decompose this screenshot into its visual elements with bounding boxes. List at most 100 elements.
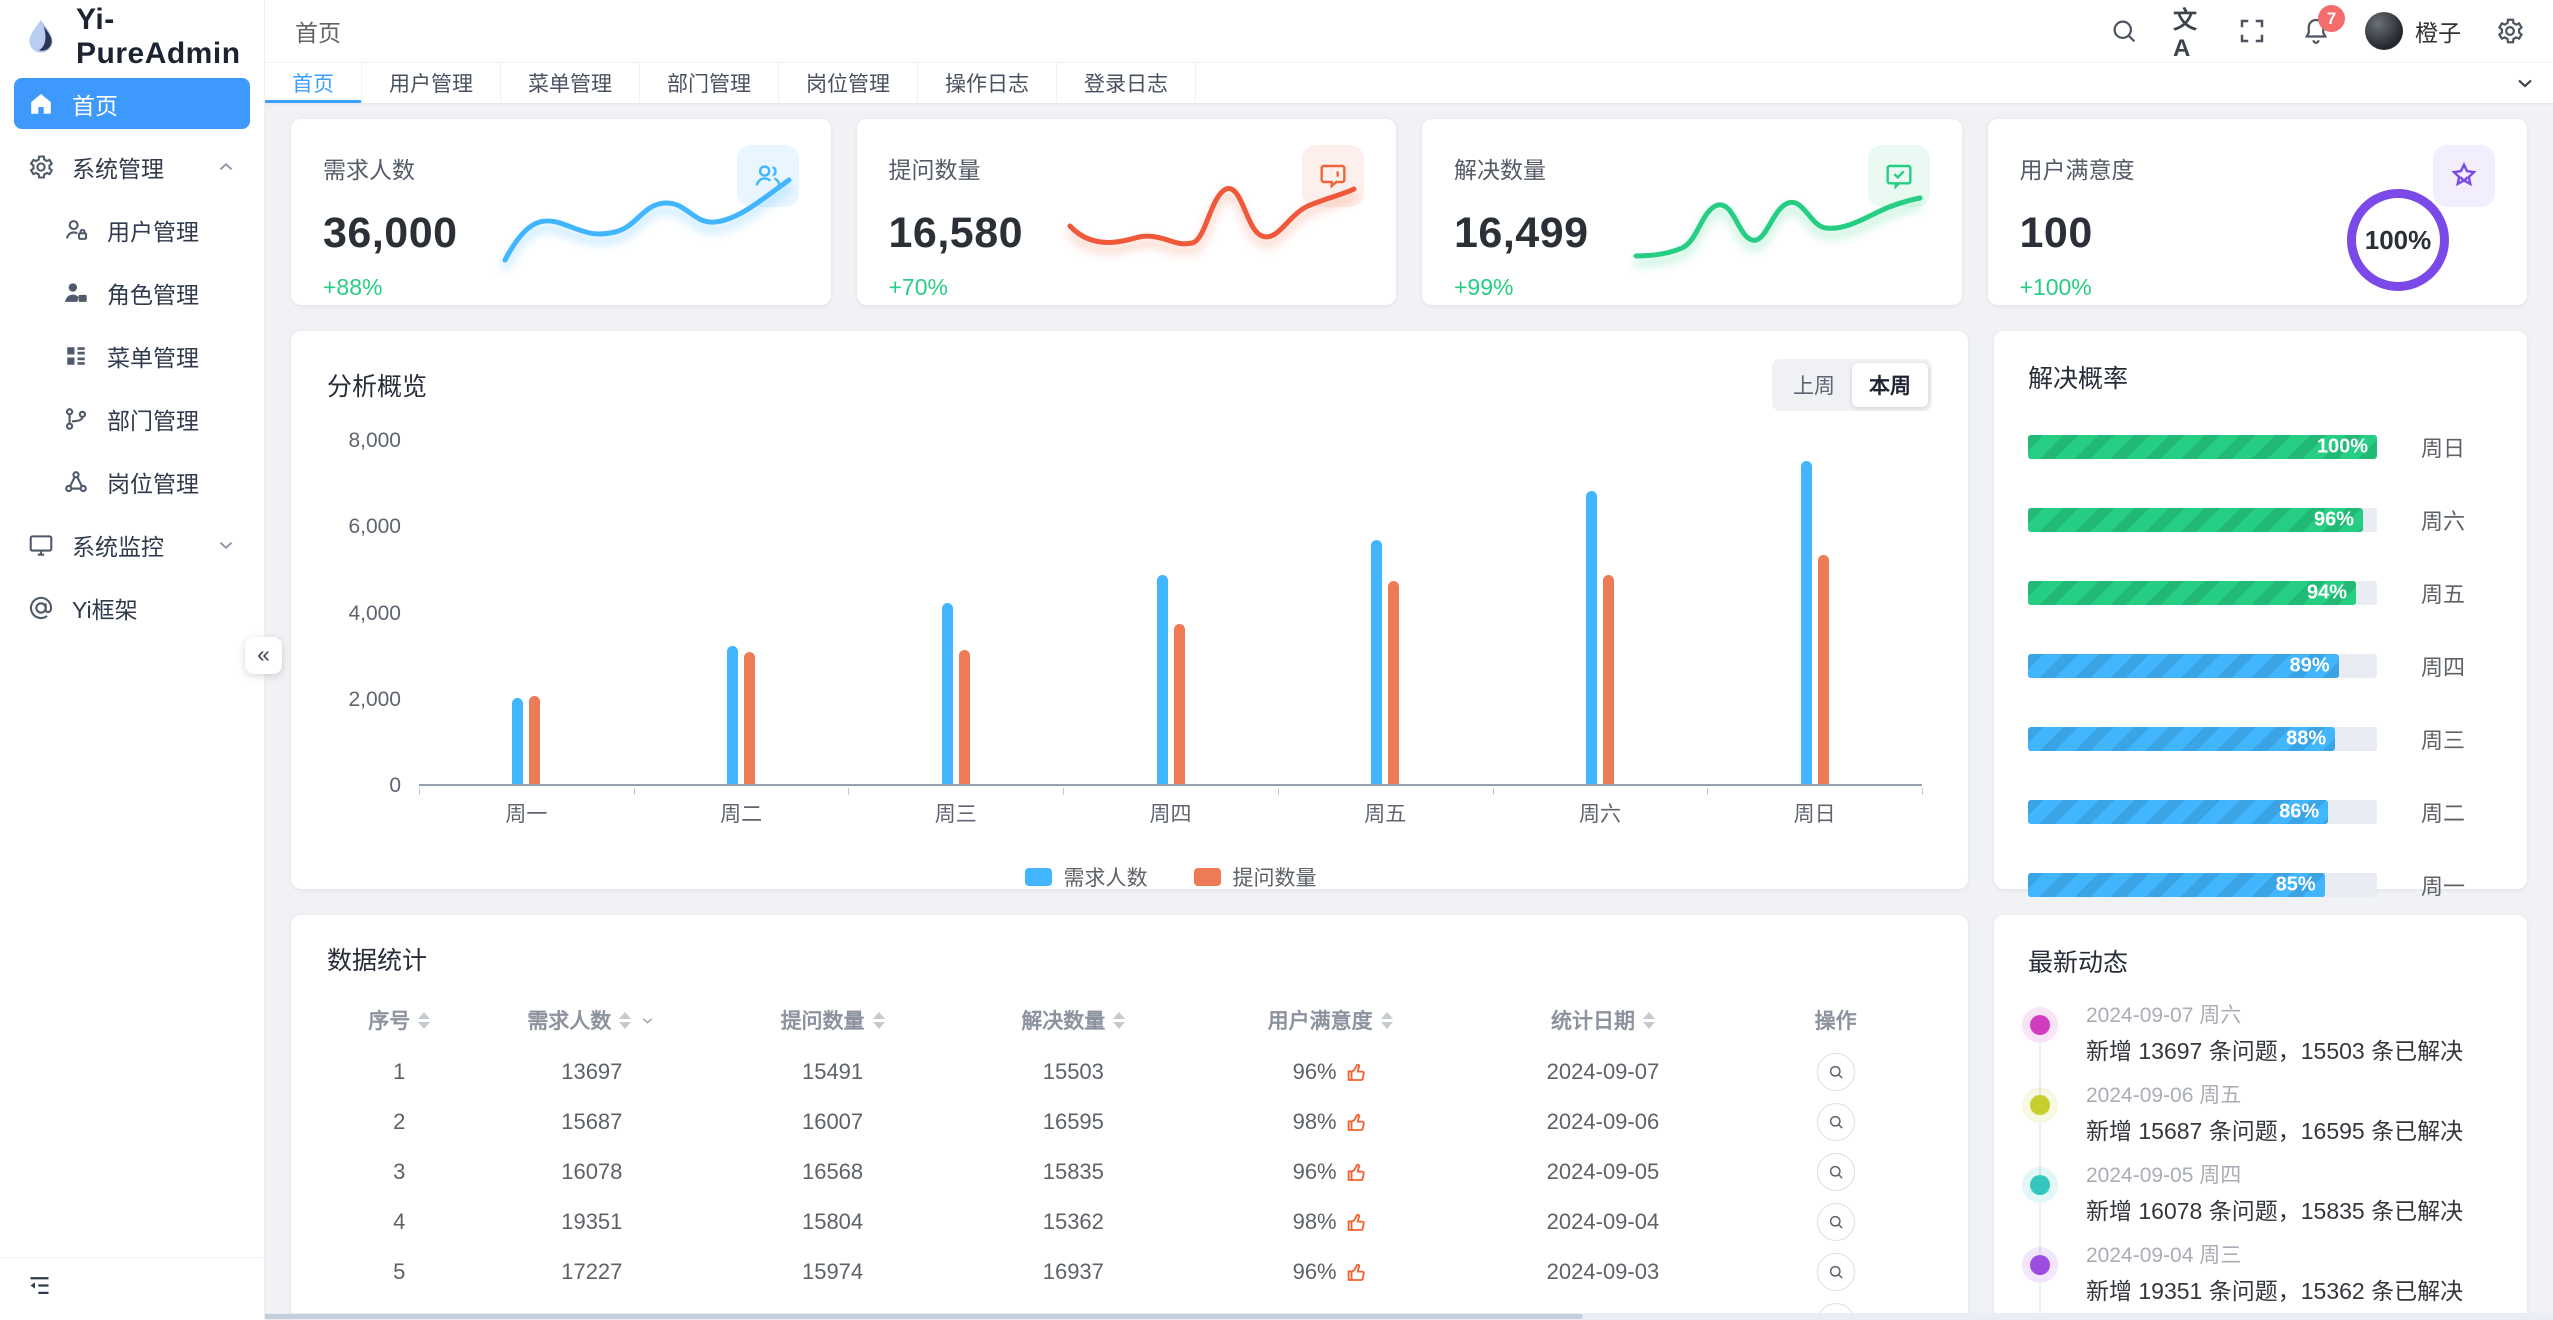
search-icon[interactable] (2109, 16, 2139, 46)
x-tick (1492, 788, 1494, 795)
legend-label: 提问数量 (1232, 867, 1317, 890)
cell-value: 2 (393, 1109, 406, 1134)
column-header-3[interactable]: 解决数量 (953, 1005, 1194, 1035)
bar-group-周二 (634, 441, 849, 784)
tab-4[interactable]: 岗位管理 (779, 63, 918, 103)
collapse-menu-icon[interactable] (26, 1272, 53, 1299)
tabs-dropdown-chevron-icon[interactable] (2497, 63, 2553, 103)
toggle-option-0[interactable]: 上周 (1793, 375, 1835, 398)
translate-icon[interactable]: 文A (2173, 6, 2197, 62)
settings-gear-icon[interactable] (2495, 16, 2525, 46)
bar-提问数量[interactable] (744, 652, 756, 784)
app-title: Yi-PureAdmin (76, 3, 241, 70)
tab-1[interactable]: 用户管理 (362, 63, 501, 103)
horizontal-scrollbar[interactable] (0, 1313, 2553, 1320)
sidebar-item-4[interactable]: 菜单管理 (14, 330, 250, 381)
tab-3[interactable]: 部门管理 (640, 63, 779, 103)
timeline-list: 2024-09-07 周六 新增 13697 条问题，15503 条已解决 2024… (2028, 1003, 2493, 1320)
view-detail-button[interactable] (1816, 1053, 1855, 1091)
x-axis-label: 周二 (720, 803, 763, 826)
sidebar-item-8[interactable]: Yi框架 (14, 582, 250, 633)
sidebar: Yi-PureAdmin 首页系统管理用户管理角色管理菜单管理部门管理岗位管理系… (0, 0, 282, 1320)
sort-caret-icon[interactable] (1380, 1011, 1393, 1029)
sidebar-item-3[interactable]: 角色管理 (14, 267, 250, 318)
sidebar-item-2[interactable]: 用户管理 (14, 204, 250, 255)
filter-chevron-icon[interactable] (639, 1012, 656, 1029)
legend-item[interactable]: 需求人数 (1024, 862, 1148, 892)
column-header-4[interactable]: 用户满意度 (1194, 1005, 1467, 1035)
notification-bell-icon[interactable]: 7 (2301, 5, 2345, 46)
cell-demand: 13697 (471, 1059, 712, 1085)
view-detail-button[interactable] (1816, 1103, 1855, 1141)
cell-operation (1739, 1153, 1932, 1191)
username: 橙子 (2415, 20, 2461, 46)
menu-manage-icon (62, 342, 90, 370)
bar-需求人数[interactable] (727, 646, 739, 784)
column-header-6: 操作 (1739, 1005, 1932, 1035)
tab-2[interactable]: 菜单管理 (501, 63, 640, 103)
tab-5[interactable]: 操作日志 (918, 63, 1057, 103)
progress-fill: 94% (2028, 581, 2357, 605)
tab-6[interactable]: 登录日志 (1057, 63, 1196, 103)
view-detail-button[interactable] (1816, 1253, 1855, 1291)
gear-icon (27, 153, 55, 181)
sidebar-item-0[interactable]: 首页 (14, 78, 250, 129)
cell-value: 13697 (561, 1059, 623, 1084)
bar-提问数量[interactable] (1817, 555, 1829, 784)
sort-caret-icon[interactable] (1642, 1011, 1655, 1029)
cell-value: 15835 (1042, 1159, 1104, 1184)
user-menu[interactable]: 橙子 (2365, 12, 2461, 50)
bar-提问数量[interactable] (1173, 624, 1185, 784)
bar-提问数量[interactable] (958, 650, 970, 784)
solve-row-周六: 96% 周六 (2028, 504, 2493, 536)
legend-item[interactable]: 提问数量 (1193, 862, 1317, 892)
scrollbar-thumb[interactable] (0, 1314, 1583, 1319)
bar-需求人数[interactable] (941, 603, 953, 784)
bar-需求人数[interactable] (1800, 461, 1812, 784)
breadcrumb[interactable]: 首页 (295, 20, 341, 46)
sidebar-item-5[interactable]: 部门管理 (14, 393, 250, 444)
bar-提问数量[interactable] (1602, 575, 1614, 784)
cell-date: 2024-09-06 (1467, 1109, 1740, 1135)
sidebar-item-6[interactable]: 岗位管理 (14, 456, 250, 507)
cell-value: 2024-09-03 (1546, 1259, 1660, 1284)
bar-提问数量[interactable] (1388, 581, 1400, 784)
sort-caret-icon[interactable] (1113, 1011, 1126, 1029)
x-axis-labels: 周一 周二 周三 周四 周五 周六 周日 (419, 798, 1922, 828)
logo[interactable]: Yi-PureAdmin (0, 0, 264, 74)
sort-caret-icon[interactable] (619, 1011, 632, 1029)
sparkline-blue (497, 160, 797, 275)
cell-date: 2024-09-07 (1467, 1059, 1740, 1085)
cell-questions: 16568 (712, 1159, 953, 1185)
cell-index: 1 (327, 1059, 471, 1085)
collapse-sidebar-button[interactable]: « (245, 637, 282, 674)
table-row-1: 2 15687 16007 16595 98% 2024-09-06 (327, 1097, 1932, 1147)
sidebar-item-label: 系统监控 (72, 533, 164, 560)
progress-value: 94% (2307, 581, 2348, 604)
solve-probability-card: 解决概率 100% 周日 96% 周六 94% 周五 89% 周四 88% 周三 86% 周二 85% 周… (1994, 331, 2527, 899)
sort-caret-icon[interactable] (418, 1011, 431, 1029)
stat-delta: +99% (1454, 274, 1514, 300)
sidebar-item-1[interactable]: 系统管理 (14, 141, 250, 192)
column-header-5[interactable]: 统计日期 (1467, 1005, 1740, 1035)
sidebar-footer (0, 1257, 264, 1313)
toggle-option-1[interactable]: 本周 (1852, 363, 1928, 407)
sidebar-item-7[interactable]: 系统监控 (14, 519, 250, 570)
bar-需求人数[interactable] (512, 698, 524, 784)
bar-需求人数[interactable] (1585, 491, 1597, 784)
view-detail-button[interactable] (1816, 1203, 1855, 1241)
tab-0[interactable]: 首页 (265, 63, 362, 103)
timeline-date: 2024-09-05 周四 (2086, 1164, 2242, 1187)
column-header-0[interactable]: 序号 (327, 1005, 471, 1035)
sidebar-item-label: Yi框架 (72, 596, 138, 623)
column-header-2[interactable]: 提问数量 (712, 1005, 953, 1035)
progress-day-label: 周二 (2421, 801, 2466, 826)
bar-需求人数[interactable] (1371, 540, 1383, 784)
fullscreen-icon[interactable] (2237, 16, 2267, 46)
sort-caret-icon[interactable] (872, 1011, 885, 1029)
view-detail-button[interactable] (1816, 1153, 1855, 1191)
cell-value: 2024-09-05 (1546, 1159, 1660, 1184)
bar-需求人数[interactable] (1156, 575, 1168, 784)
bar-提问数量[interactable] (529, 696, 541, 784)
column-header-1[interactable]: 需求人数 (471, 1005, 712, 1035)
